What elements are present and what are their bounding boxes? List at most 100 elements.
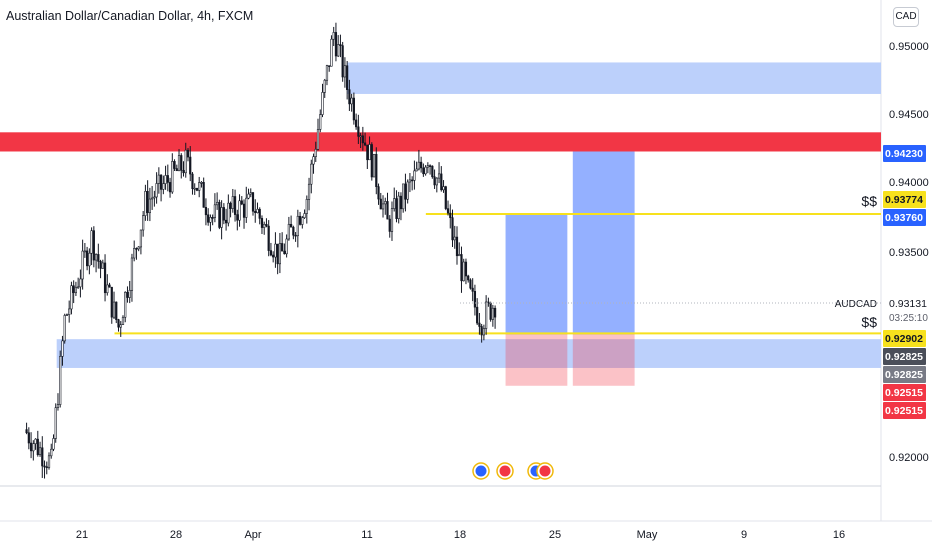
time-tick: May [637, 529, 658, 541]
price-label: 0.92515 [885, 405, 923, 417]
candle-body [411, 179, 414, 182]
long-position-1-target [505, 213, 568, 334]
candle-body [478, 322, 481, 327]
candle-body [92, 230, 95, 261]
candle-body [195, 187, 199, 191]
candle-body [361, 135, 364, 144]
candle-body [200, 182, 203, 184]
candle-body [446, 208, 450, 214]
candle-body [180, 155, 183, 171]
candle-body [314, 148, 317, 157]
candle-body [146, 191, 149, 214]
time-axis[interactable]: 21 28 Apr 11 18 25 May 9 16 [76, 529, 845, 541]
candle-body [307, 183, 311, 200]
ca-flag-icon-fill [539, 465, 551, 477]
candle-body [209, 217, 212, 223]
candle-body [437, 173, 441, 179]
candle-body [45, 466, 48, 469]
candle-body [258, 208, 261, 219]
candle-body [101, 262, 104, 269]
time-tick: Apr [244, 529, 261, 541]
candle-body [348, 89, 351, 105]
candle-body [332, 32, 335, 40]
candle-body [94, 254, 98, 261]
candle-body [359, 135, 362, 138]
candle-body [38, 447, 42, 456]
candle-body [316, 129, 320, 150]
candle-body [294, 234, 297, 237]
candle-body [233, 196, 237, 215]
candle-body [433, 176, 436, 186]
price-label: 0.94230 [885, 148, 923, 160]
candle-body [135, 248, 138, 250]
candle-body [171, 161, 174, 193]
candle-body [83, 250, 86, 253]
price-label-bg [883, 330, 926, 347]
candle-body [204, 207, 208, 216]
price-axis[interactable]: 0.95000 0.94500 0.94000 0.93500 0.92000 [889, 41, 929, 464]
candle-body [397, 195, 400, 219]
candle-body [254, 210, 257, 214]
candle-body [330, 38, 333, 67]
candle-body [41, 447, 44, 467]
candle-body [334, 32, 338, 57]
candle-body [328, 65, 331, 67]
candle-body [144, 191, 147, 216]
candle-body [74, 286, 78, 294]
price-tick: 0.94500 [889, 109, 929, 121]
candle-body [377, 186, 380, 200]
candle-body [357, 126, 360, 137]
price-label: 0.92825 [885, 369, 923, 381]
levels-layer [114, 212, 881, 335]
currency-button[interactable]: CAD [893, 7, 919, 27]
candle-body [321, 92, 324, 115]
candle-body [72, 285, 75, 294]
candle-body [305, 199, 308, 214]
candle-body [175, 168, 178, 172]
price-label-bg [883, 209, 926, 226]
candle-body [184, 149, 187, 174]
candle-body [247, 193, 250, 199]
candle-body [402, 183, 405, 210]
events-layer[interactable] [472, 462, 554, 480]
price-tick: 0.93500 [889, 247, 929, 259]
candle-body [310, 163, 313, 185]
candle-body [191, 173, 194, 189]
candle-body [337, 44, 340, 57]
candle-body [287, 223, 290, 240]
candle-body [350, 97, 353, 105]
candle-body [449, 212, 452, 218]
candle-body [236, 214, 239, 221]
candle-body [399, 195, 403, 210]
candle-body [352, 97, 355, 121]
candle-body [108, 284, 111, 288]
candle-body [112, 301, 116, 318]
candle-body [458, 254, 461, 257]
candle-body [227, 202, 230, 224]
candle-body [440, 173, 443, 191]
candle-body [211, 217, 214, 219]
candle-body [155, 183, 158, 198]
candle-body [442, 186, 445, 191]
candle-body [476, 306, 479, 324]
time-tick: 25 [549, 529, 561, 541]
candle-body [79, 278, 82, 288]
candle-body [166, 175, 169, 183]
candle-body [386, 201, 389, 220]
candle-body [372, 153, 376, 178]
candle-body [220, 207, 223, 228]
candle-body [368, 144, 371, 161]
candle-body [240, 200, 243, 205]
candle-body [29, 442, 33, 452]
candle-body [106, 284, 109, 294]
candle-body [267, 225, 270, 251]
candle-body [404, 183, 407, 200]
candle-body [164, 175, 167, 184]
candle-body [444, 186, 447, 209]
candle-body [56, 404, 60, 408]
price-label-bg [883, 348, 926, 365]
candle-body [27, 432, 30, 444]
time-tick: 9 [741, 529, 747, 541]
candle-body [471, 287, 474, 292]
